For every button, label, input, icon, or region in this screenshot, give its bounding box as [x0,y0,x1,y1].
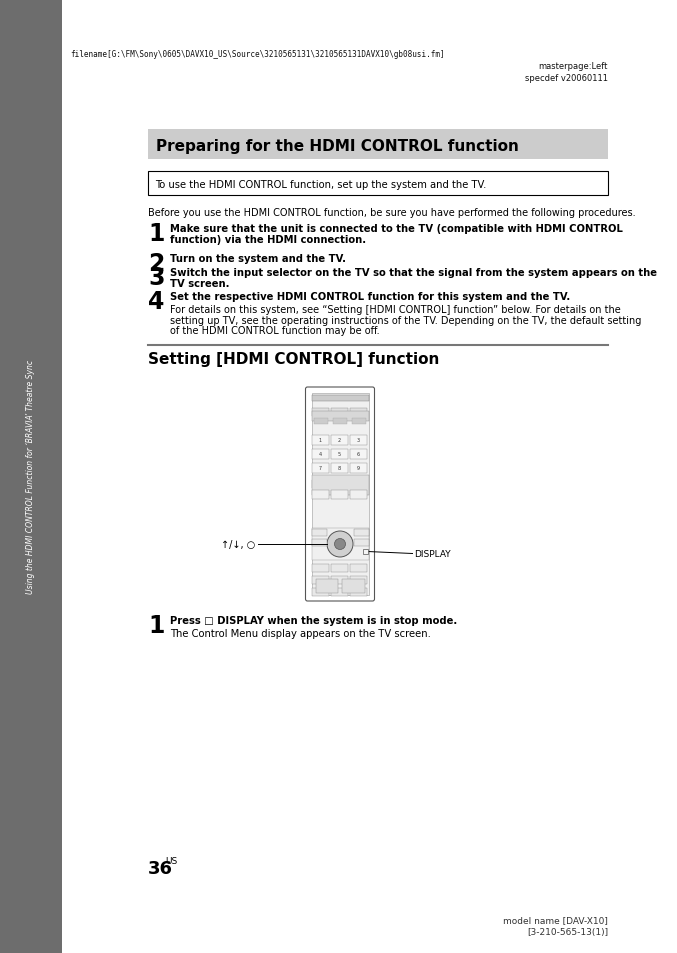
Bar [0,0,62,953]
Bar [330,480,347,489]
Text: Make sure that the unit is connected to the TV (compatible with HDMI CONTROL: Make sure that the unit is connected to … [170,224,623,233]
Text: Preparing for the HDMI CONTROL function: Preparing for the HDMI CONTROL function [156,138,519,153]
Bar [313,418,328,424]
Text: 2: 2 [148,252,165,275]
Bar [362,550,368,555]
Bar [311,577,328,584]
Bar [351,418,366,424]
Text: Press □ DISPLAY when the system is in stop mode.: Press □ DISPLAY when the system is in st… [170,616,457,625]
Bar [342,579,364,594]
Bar [311,463,328,474]
Text: Before you use the HDMI CONTROL function, be sure you have performed the followi: Before you use the HDMI CONTROL function… [148,208,636,218]
Bar [330,491,347,499]
Text: 9: 9 [357,466,359,471]
Bar [330,588,347,597]
Bar [349,577,366,584]
Text: 6: 6 [356,452,359,457]
Text: 1: 1 [148,222,165,246]
Text: 4: 4 [148,290,165,314]
Bar [315,579,338,594]
Text: Setting [HDMI CONTROL] function: Setting [HDMI CONTROL] function [148,352,439,367]
Bar [311,491,328,499]
Text: To use the HDMI CONTROL function, set up the system and the TV.: To use the HDMI CONTROL function, set up… [155,180,486,190]
Bar [330,436,347,446]
Bar [311,436,328,446]
Bar [349,436,366,446]
Text: Switch the input selector on the TV so that the signal from the system appears o: Switch the input selector on the TV so t… [170,268,657,277]
Bar [311,394,368,596]
Bar [311,412,368,421]
Bar [311,409,328,416]
Text: Using the HDMI CONTROL Function for ‘BRAVIA’ Theatre Sync: Using the HDMI CONTROL Function for ‘BRA… [26,359,35,594]
Text: For details on this system, see “Setting [HDMI CONTROL] function” below. For det: For details on this system, see “Setting… [170,305,621,314]
Bar [349,588,366,597]
FancyBboxPatch shape [305,388,374,601]
Text: 8: 8 [337,466,341,471]
Bar [349,450,366,459]
Bar [349,491,366,499]
Bar [330,409,347,416]
Bar [349,564,366,573]
Text: US: US [165,856,177,865]
Text: 2: 2 [337,438,341,443]
Bar [349,463,366,474]
Bar [311,539,326,546]
Bar [311,564,328,573]
Bar [311,529,368,560]
Text: Set the respective HDMI CONTROL function for this system and the TV.: Set the respective HDMI CONTROL function… [170,292,570,302]
Text: ↑/↓, ○: ↑/↓, ○ [221,539,255,550]
Bar [354,539,369,546]
Circle shape [334,539,345,550]
Text: 5: 5 [337,452,341,457]
Bar [349,480,366,489]
Bar [148,130,608,160]
Bar [311,450,328,459]
Circle shape [327,532,353,558]
Bar [349,409,366,416]
Bar [311,395,368,401]
Text: masterpage:Left: masterpage:Left [539,62,608,71]
Text: model name [DAV-X10]: model name [DAV-X10] [503,915,608,924]
Text: specdef v20060111: specdef v20060111 [525,74,608,83]
Bar [330,577,347,584]
Bar [330,463,347,474]
Text: DISPLAY: DISPLAY [414,550,451,558]
Text: 4: 4 [318,452,322,457]
Text: 3: 3 [148,266,165,290]
Bar [311,480,328,489]
Text: 7: 7 [318,466,322,471]
Text: The Control Menu display appears on the TV screen.: The Control Menu display appears on the … [170,628,431,639]
Text: 36: 36 [148,859,173,877]
Text: Turn on the system and the TV.: Turn on the system and the TV. [170,253,346,264]
Bar [311,530,326,537]
Bar [311,476,368,496]
Bar [311,588,328,597]
Text: 3: 3 [356,438,359,443]
Text: setting up TV, see the operating instructions of the TV. Depending on the TV, th: setting up TV, see the operating instruc… [170,315,641,325]
Text: 1: 1 [318,438,322,443]
Bar [330,450,347,459]
Text: TV screen.: TV screen. [170,278,230,289]
Bar [330,564,347,573]
Bar [148,172,608,195]
Text: 1: 1 [148,614,165,638]
Text: filename[G:\FM\Sony\0605\DAVX10_US\Source\3210565131\3210565131DAVX10\gb08usi.fm: filename[G:\FM\Sony\0605\DAVX10_US\Sourc… [70,50,445,59]
Text: [3-210-565-13(1)]: [3-210-565-13(1)] [527,927,608,936]
Text: function) via the HDMI connection.: function) via the HDMI connection. [170,234,366,245]
Text: of the HDMI CONTROL function may be off.: of the HDMI CONTROL function may be off. [170,326,380,335]
Bar [332,418,347,424]
Bar [354,530,369,537]
